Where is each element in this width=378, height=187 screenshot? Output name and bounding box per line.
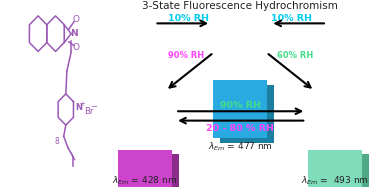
Text: Br: Br: [84, 107, 93, 116]
Text: +: +: [80, 101, 85, 107]
Text: O: O: [73, 15, 80, 24]
Text: −: −: [90, 102, 97, 111]
Bar: [118, 150, 172, 187]
Text: 8: 8: [55, 137, 60, 146]
Bar: [125, 154, 179, 187]
Text: N: N: [75, 103, 82, 112]
Text: 20 - 80 % RH: 20 - 80 % RH: [206, 124, 274, 133]
Text: N: N: [70, 29, 78, 38]
Text: 90% RH: 90% RH: [220, 101, 260, 110]
Text: $\lambda_{Em}$ =  493 nm: $\lambda_{Em}$ = 493 nm: [301, 174, 369, 187]
Text: O: O: [73, 43, 80, 52]
Text: 60% RH: 60% RH: [277, 51, 313, 60]
Text: 3-State Fluorescence Hydrochromism: 3-State Fluorescence Hydrochromism: [142, 1, 338, 11]
Text: 90% RH: 90% RH: [168, 51, 204, 60]
Text: 10% RH: 10% RH: [169, 14, 209, 23]
Text: 10% RH: 10% RH: [271, 14, 311, 23]
Bar: [308, 150, 362, 187]
Text: $\lambda_{Em}$ = 477 nm: $\lambda_{Em}$ = 477 nm: [208, 141, 273, 153]
Bar: [213, 80, 267, 138]
Bar: [315, 154, 369, 187]
Text: $\lambda_{Em}$ = 428 nm: $\lambda_{Em}$ = 428 nm: [112, 174, 177, 187]
Bar: [220, 85, 274, 143]
